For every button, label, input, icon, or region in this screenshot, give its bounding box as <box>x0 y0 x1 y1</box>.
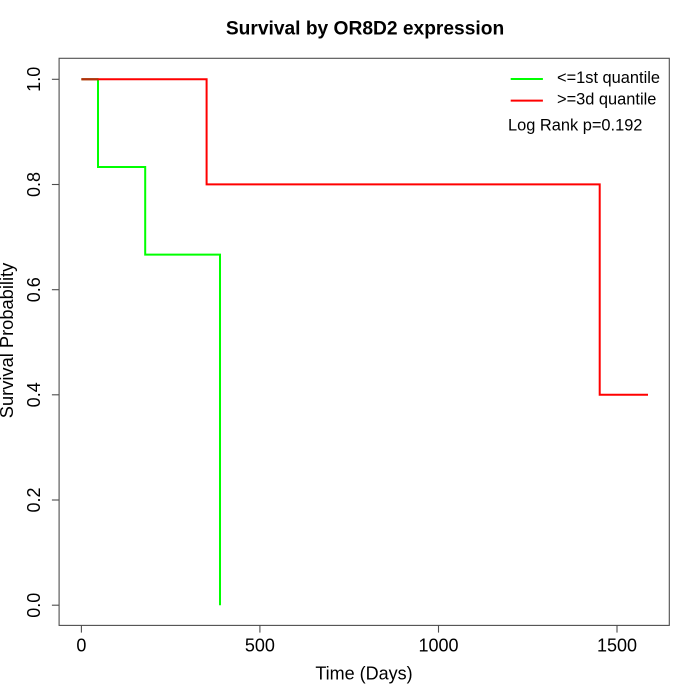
svg-text:1.0: 1.0 <box>24 67 44 92</box>
svg-text:Time (Days): Time (Days) <box>315 664 412 684</box>
svg-text:Survival Probability: Survival Probability <box>0 262 17 418</box>
svg-text:>=3d quantile: >=3d quantile <box>557 91 656 109</box>
svg-text:Survival by OR8D2 expression: Survival by OR8D2 expression <box>226 18 504 39</box>
svg-text:0.0: 0.0 <box>24 593 44 618</box>
svg-text:0.2: 0.2 <box>24 487 44 512</box>
svg-text:0.8: 0.8 <box>24 172 44 197</box>
svg-text:<=1st quantile: <=1st quantile <box>557 69 660 87</box>
svg-text:0: 0 <box>76 636 86 656</box>
svg-text:0.6: 0.6 <box>24 277 44 302</box>
svg-text:1500: 1500 <box>597 636 637 656</box>
svg-text:500: 500 <box>245 636 275 656</box>
svg-text:1000: 1000 <box>418 636 458 656</box>
svg-text:Log Rank p=0.192: Log Rank p=0.192 <box>508 116 642 134</box>
svg-text:0.4: 0.4 <box>24 382 44 407</box>
